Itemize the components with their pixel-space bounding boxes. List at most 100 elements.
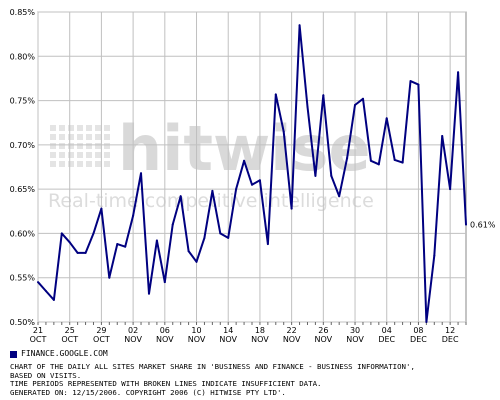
watermark-dot [77,152,83,158]
data-point [441,135,444,137]
watermark-dot [59,161,65,167]
data-point [377,163,380,166]
watermark-dot [59,134,65,140]
data-point [417,83,420,86]
x-tick-month: DEC [442,335,459,344]
watermark-dot [95,125,101,131]
data-point [449,188,452,191]
watermark-dot [68,143,74,149]
series-points [37,24,467,323]
data-point [52,298,55,301]
x-tick-day: 26 [318,326,328,335]
chart-grid [37,11,467,325]
data-point [306,105,309,108]
data-point [132,214,135,217]
y-tick-label: 0.55% [10,274,36,283]
data-point [227,236,230,239]
data-point [409,80,412,83]
data-point [147,292,150,295]
watermark-dot [68,161,74,167]
data-point [179,195,182,198]
data-point [457,71,460,74]
data-point [155,239,158,242]
data-point [401,161,404,164]
watermark-dot [86,161,92,167]
data-point [322,94,325,97]
watermark-dot [104,134,110,140]
x-tick-day: 21 [33,326,43,335]
data-point [60,232,63,235]
y-tick-label: 0.65% [10,185,36,194]
x-tick-day: 22 [287,326,297,335]
data-point [163,281,166,284]
y-tick-label: 0.60% [10,229,36,238]
data-point [76,251,79,254]
data-point [171,223,174,226]
data-point [354,104,357,106]
data-point [243,159,246,162]
x-tick-month: NOV [124,335,142,344]
x-tick-month: OCT [93,335,110,344]
x-tick-day: 25 [65,326,75,335]
data-point [251,183,253,186]
watermark-dot [50,152,56,158]
watermark-dot [59,125,65,131]
watermark-dot [77,143,83,149]
watermark-dot [95,134,101,140]
watermark-dot [68,134,74,140]
data-point [385,117,388,120]
y-tick-label: 0.50% [10,318,36,327]
data-point [346,157,349,160]
chart-legend: FINANCE.GOOGLE.COM [10,349,108,359]
data-point [92,232,95,235]
watermark-dot [86,125,92,131]
x-tick-month: DEC [378,335,395,344]
data-point [330,174,333,177]
x-tick-day: 04 [382,326,392,335]
x-tick-month: OCT [61,335,78,344]
x-tick-day: 10 [191,326,201,335]
end-value-label: 0.61% [470,221,496,230]
watermark-dot [104,143,110,149]
data-point [235,188,238,191]
data-point [369,159,372,162]
watermark-dot [59,152,65,158]
data-point [84,251,87,254]
data-point [266,243,269,246]
watermark-dot [95,143,101,149]
x-tick-day: 02 [128,326,138,335]
y-tick-label: 0.80% [10,52,36,61]
watermark-dot [104,152,110,158]
x-tick-day: 08 [413,326,423,335]
data-point [68,241,71,244]
data-point [290,207,293,210]
data-point [433,254,436,257]
data-point [124,245,127,248]
data-point [195,260,198,263]
watermark-dot [50,125,56,131]
x-tick-month: OCT [30,335,47,344]
watermark-dot [68,152,74,158]
x-tick-month: NOV [188,335,206,344]
data-point [219,232,222,235]
data-point [274,93,277,96]
watermark-dot-grid [50,125,110,167]
data-point [140,172,143,175]
x-tick-day: 12 [445,326,455,335]
watermark-dot [104,161,110,167]
x-tick-month: NOV [315,335,333,344]
data-point [187,250,190,253]
y-tick-label: 0.85% [10,8,36,17]
data-point [203,236,206,239]
watermark-dot [50,134,56,140]
data-point [425,321,428,323]
y-axis: 0.50% 0.55% 0.60% 0.65% 0.70% 0.75% 0.80% 0.85% [10,8,36,327]
data-point [465,223,467,226]
data-point [37,281,39,284]
watermark-dot [95,152,101,158]
watermark-dot [50,161,56,167]
data-point [298,24,301,27]
data-point [282,130,285,133]
x-tick-day: 14 [223,326,233,335]
data-point [361,97,364,100]
